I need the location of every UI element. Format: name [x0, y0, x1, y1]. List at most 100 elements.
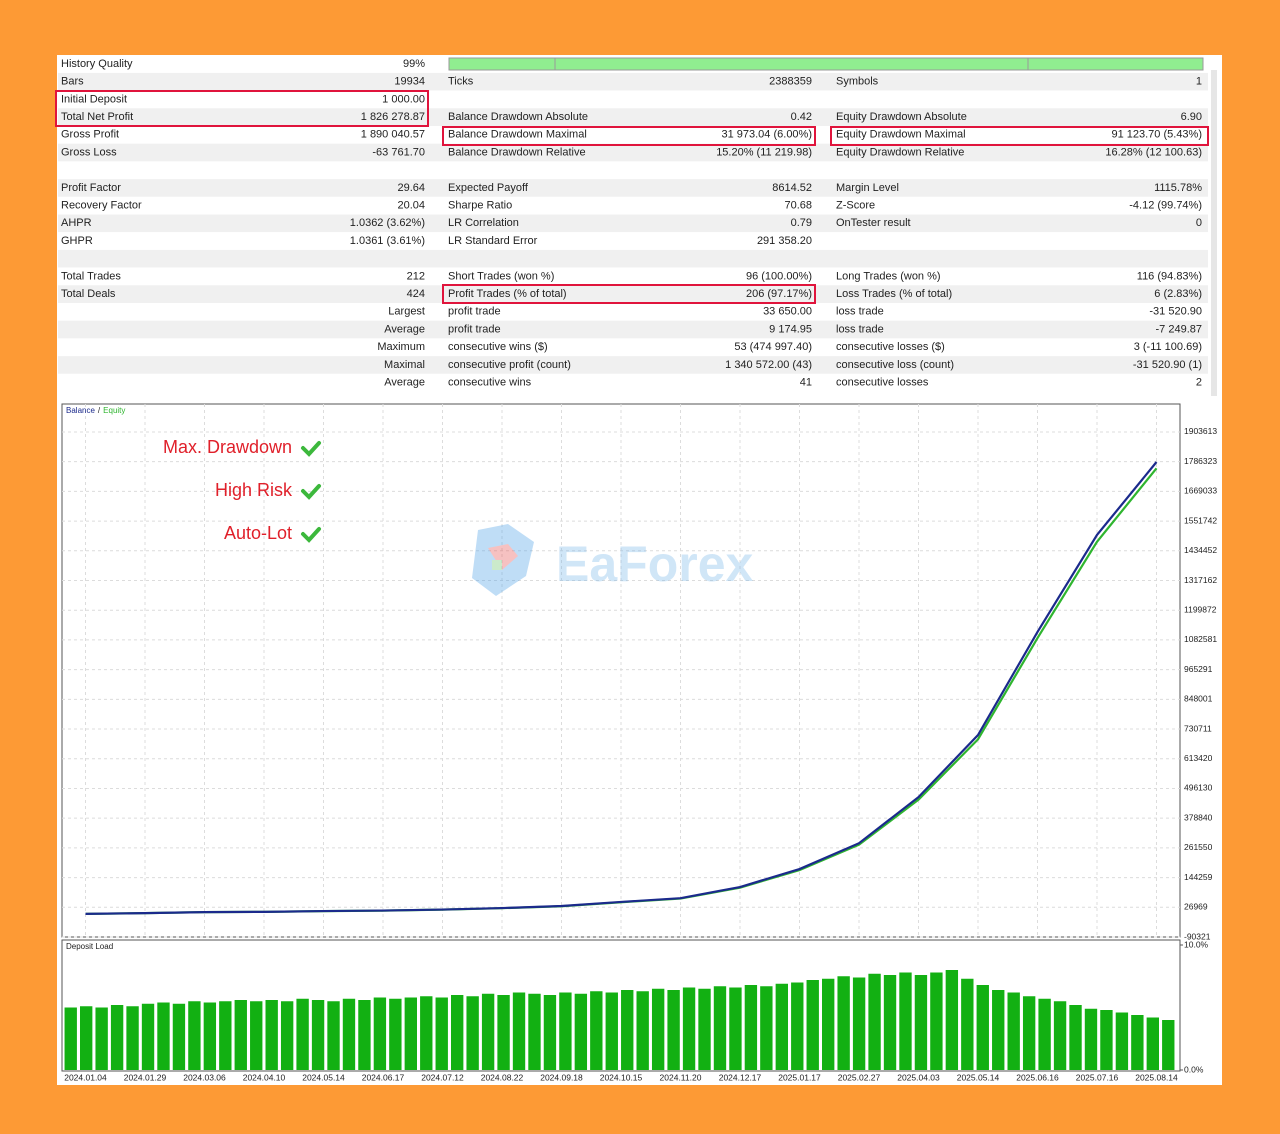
y-tick-label: 378840	[1184, 812, 1213, 822]
x-tick-label: 2025.08.14	[1135, 1072, 1178, 1082]
bar	[574, 993, 588, 1070]
bar	[188, 1001, 201, 1070]
bar	[126, 1006, 139, 1070]
x-tick-label: 2025.05.14	[957, 1072, 1000, 1082]
bar	[1007, 992, 1020, 1070]
row-bg	[58, 338, 1208, 357]
x-tick-label: 2024.01.04	[64, 1072, 107, 1082]
check-icon	[301, 527, 321, 543]
row-bg	[58, 214, 1208, 233]
x-tick-label: 2024.04.10	[243, 1072, 286, 1082]
bar	[961, 978, 974, 1070]
row-bg	[58, 285, 1208, 303]
report-cell: -31 520.90 (1)	[1133, 359, 1202, 371]
report-cell: 31 973.04 (6.00%)	[721, 129, 812, 141]
report-cell: GHPR	[61, 235, 93, 247]
y-tick-label: 1434452	[1184, 545, 1217, 555]
row-bg	[58, 249, 1208, 268]
row-bg	[58, 90, 1208, 109]
bar	[883, 975, 897, 1070]
bar	[1038, 998, 1051, 1070]
report-cell: History Quality	[61, 58, 133, 70]
report-cell: 1 340 572.00 (43)	[725, 359, 812, 371]
annotation: Auto-Lot	[224, 523, 292, 543]
row-bg	[58, 267, 1208, 286]
report-cell: 3 (-11 100.69)	[1134, 341, 1202, 353]
x-tick-label: 2024.09.18	[540, 1072, 583, 1082]
bar	[1053, 1001, 1067, 1070]
quality-bar	[448, 57, 1204, 71]
x-tick-label: 2025.04.03	[897, 1072, 940, 1082]
report-cell: 96 (100.00%)	[746, 270, 812, 282]
y-tick-label: 965291	[1184, 664, 1213, 674]
annotation: Max. Drawdown	[163, 437, 292, 457]
report-cell: Total Net Profit	[61, 111, 133, 123]
report-cell: Equity Drawdown Relative	[836, 146, 964, 158]
report-texts: History Quality 99% Bars 19934 Ticks 2388359 S…	[61, 58, 1202, 389]
report-cell: consecutive loss (count)	[836, 359, 954, 371]
bar	[636, 991, 649, 1070]
y-tick-label: 26969	[1184, 902, 1208, 912]
highlight-box	[55, 90, 429, 127]
report-cell: 1.0362 (3.62%)	[350, 217, 425, 229]
bar	[713, 986, 727, 1070]
bar	[1069, 1005, 1082, 1070]
y-tick-label: 848001	[1184, 694, 1213, 704]
highlight-box	[442, 284, 816, 304]
bar	[899, 972, 912, 1070]
report-cell: 15.20% (11 219.98)	[716, 146, 812, 158]
y-tick-label: -90321	[1184, 931, 1211, 941]
y-tick-label: 496130	[1184, 783, 1213, 793]
report-cell: -7 249.87	[1156, 323, 1202, 335]
watermark-logo	[472, 524, 534, 596]
x-tick-label: 2025.07.16	[1076, 1072, 1119, 1082]
report-cell: 53 (474 997.40)	[734, 341, 812, 353]
x-tick-label: 2024.12.17	[719, 1072, 762, 1082]
highlight-box	[442, 126, 816, 146]
report-cell: Total Trades	[61, 270, 121, 282]
scrollbar	[1211, 70, 1217, 396]
report-cell: consecutive losses	[836, 377, 929, 389]
report-cell: -63 761.70	[372, 146, 425, 158]
report-cell: 91 123.70 (5.43%)	[1111, 129, 1202, 141]
report-cell: 116 (94.83%)	[1137, 270, 1202, 282]
chart-title: Deposit Load	[66, 942, 113, 951]
report-cell: Profit Factor	[61, 182, 121, 194]
report-cell: 0.79	[791, 217, 812, 229]
x-tick-label: 2025.06.16	[1016, 1072, 1059, 1082]
bar	[744, 985, 758, 1070]
bar	[528, 993, 541, 1070]
bar	[760, 986, 773, 1070]
report-cell: Expected Payoff	[448, 182, 529, 194]
check-icon	[301, 441, 321, 457]
legend-entry: Balance	[66, 406, 95, 415]
report-cell: 1.0361 (3.61%)	[350, 235, 425, 247]
bar	[435, 997, 448, 1070]
report-cell: Symbols	[836, 76, 879, 88]
y-tick-label: 1317162	[1184, 575, 1217, 585]
report-cell: Maximal	[384, 359, 425, 371]
bar	[280, 1001, 294, 1070]
x-tick-label: 2025.01.17	[778, 1072, 821, 1082]
check-icon	[301, 484, 321, 500]
bar	[852, 977, 866, 1070]
bar	[451, 995, 464, 1070]
x-tick-label: 2024.03.06	[183, 1072, 226, 1082]
report-cell: 33 650.00	[763, 306, 812, 318]
bar	[667, 990, 680, 1070]
bar	[1146, 1017, 1159, 1070]
report-cell: loss trade	[836, 306, 884, 318]
bar	[837, 976, 850, 1070]
report-cell: 1 826 278.87	[361, 111, 425, 123]
bar	[605, 992, 618, 1070]
watermark: EaForex	[556, 536, 754, 592]
bar	[976, 985, 989, 1070]
highlights	[55, 90, 1209, 304]
y-tick-label: 1669033	[1184, 486, 1217, 496]
x-tick-label: 2025.02.27	[838, 1072, 881, 1082]
report-cell: Largest	[388, 306, 425, 318]
report-cell: Ticks	[448, 76, 474, 88]
x-tick-label: 2024.07.12	[421, 1072, 464, 1082]
report-cell: Balance Drawdown Absolute	[448, 111, 588, 123]
y-tick-label: 0.0%	[1184, 1064, 1204, 1074]
